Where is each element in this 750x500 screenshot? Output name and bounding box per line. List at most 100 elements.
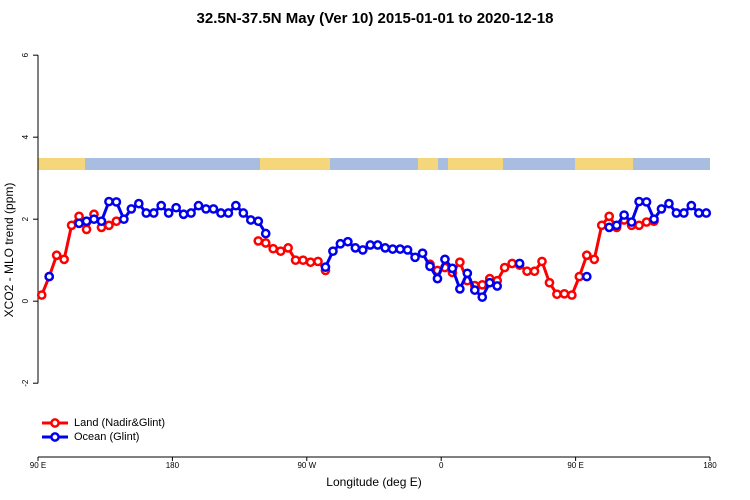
data-point — [574, 271, 585, 282]
data-point — [305, 257, 316, 268]
data-point — [522, 266, 532, 277]
data-point — [126, 204, 137, 214]
data-point — [253, 236, 264, 246]
data-point — [260, 228, 271, 239]
data-point — [119, 214, 129, 225]
legend-marker — [50, 432, 60, 442]
data-point — [649, 214, 659, 225]
data-point — [81, 216, 92, 227]
x-tick-label: 90 W — [297, 461, 316, 470]
data-point — [619, 210, 629, 220]
map-strip — [38, 158, 710, 170]
data-point — [335, 238, 346, 249]
data-point — [193, 200, 204, 211]
data-point — [425, 261, 435, 272]
data-point — [484, 277, 495, 288]
data-point — [462, 268, 473, 279]
data-point — [231, 200, 241, 211]
data-point — [656, 204, 667, 214]
data-point — [395, 244, 405, 254]
data-point — [507, 258, 517, 269]
data-point — [492, 281, 503, 291]
data-point — [59, 254, 69, 265]
data-point — [104, 196, 114, 207]
data-point — [537, 256, 547, 267]
data-point — [455, 284, 465, 294]
data-point — [186, 208, 196, 218]
data-point — [245, 215, 256, 225]
data-point — [567, 290, 577, 300]
data-point — [111, 197, 122, 207]
data-point — [89, 214, 99, 225]
data-point — [178, 209, 189, 220]
data-point — [611, 220, 622, 231]
data-point — [313, 256, 323, 267]
y-tick-label: 0 — [21, 298, 30, 303]
data-point — [343, 236, 353, 247]
data-point — [581, 250, 592, 261]
data-point — [477, 279, 488, 290]
data-point — [387, 244, 398, 254]
data-point — [544, 277, 555, 288]
data-point — [529, 266, 540, 277]
data-point — [51, 250, 62, 261]
data-point — [626, 217, 637, 227]
data-point — [208, 204, 219, 214]
data-point — [701, 208, 712, 218]
data-point — [283, 243, 293, 253]
data-point — [96, 216, 107, 227]
x-tick-label: 0 — [439, 461, 444, 470]
y-tick-label: 4 — [21, 134, 30, 139]
data-point — [44, 271, 55, 282]
data-point — [686, 200, 697, 211]
data-point — [133, 198, 144, 209]
legend-label: Land (Nadir&Glint) — [74, 417, 165, 429]
data-point — [148, 208, 159, 218]
data-point — [320, 262, 331, 273]
data-point — [36, 290, 47, 300]
data-point — [66, 220, 77, 231]
data-point — [275, 246, 286, 257]
x-tick-label: 180 — [166, 461, 180, 470]
data-point — [380, 243, 391, 253]
data-point — [201, 204, 211, 214]
data-point — [440, 254, 450, 265]
data-point — [634, 220, 644, 231]
data-point — [290, 255, 301, 266]
data-point — [679, 208, 689, 218]
y-axis-label: XCO2 - MLO trend (ppm) — [2, 183, 16, 318]
data-point — [552, 289, 562, 300]
data-point — [447, 263, 458, 274]
data-point — [260, 238, 271, 248]
data-point — [417, 248, 428, 259]
data-point — [357, 245, 368, 255]
data-point — [365, 240, 376, 250]
data-point — [432, 273, 443, 284]
data-point — [328, 246, 338, 257]
data-point — [634, 196, 644, 207]
x-tick-label: 180 — [703, 461, 717, 470]
data-point — [499, 262, 510, 273]
data-point — [514, 258, 525, 269]
data-point — [253, 216, 264, 227]
y-tick-label: 2 — [21, 216, 30, 221]
data-point — [81, 224, 92, 235]
legend-marker — [50, 418, 60, 428]
data-point — [74, 218, 84, 229]
x-tick-label: 90 E — [30, 461, 46, 470]
data-point — [171, 202, 181, 213]
data-point — [604, 222, 615, 233]
data-point — [410, 252, 420, 263]
data-point — [596, 220, 607, 231]
data-point — [238, 208, 249, 218]
x-tick-label: 90 E — [567, 461, 583, 470]
y-tick-label: 6 — [21, 52, 30, 57]
data-point — [216, 208, 226, 218]
data-point — [604, 211, 615, 222]
data-point — [104, 220, 114, 231]
data-point — [455, 257, 465, 268]
data-point — [372, 240, 383, 250]
data-point — [156, 200, 167, 211]
legend-label: Ocean (Glint) — [74, 431, 139, 443]
